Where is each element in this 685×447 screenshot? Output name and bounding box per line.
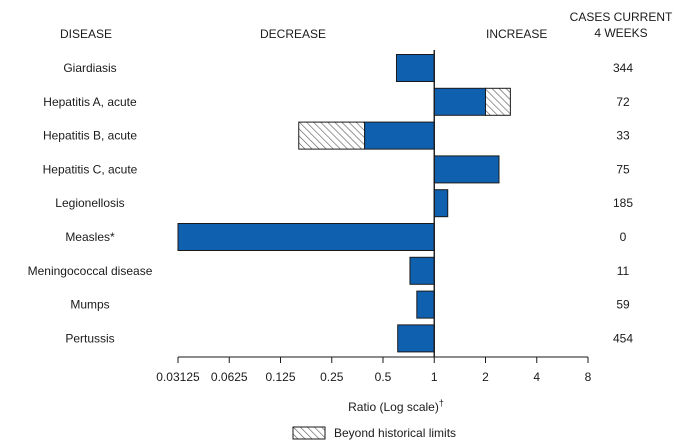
disease-labels: Giardiasis Hepatitis A, acute Hepatitis B,… — [28, 61, 153, 345]
bar-hepatitis-b-acute — [364, 121, 435, 150]
x-tick-label: 0.03125 — [156, 370, 200, 384]
bars-layer — [177, 54, 511, 353]
bar-hepatitis-c-acute — [433, 155, 500, 184]
cases-hepatitis-c-acute: 75 — [616, 162, 630, 176]
x-tick-label: 4 — [533, 370, 540, 384]
cases-header-line2: 4 WEEKS — [594, 26, 647, 40]
x-tick-label: 0.125 — [265, 370, 295, 384]
cases-hepatitis-a-acute: 72 — [616, 95, 630, 109]
cases-header-line1: CASES CURRENT — [570, 10, 673, 24]
bar-beyond-hepatitis-a-acute — [485, 87, 511, 116]
x-tick-label: 1 — [431, 370, 438, 384]
bar-pertussis — [397, 324, 435, 353]
x-tick-label: 0.25 — [320, 370, 344, 384]
x-tick-label: 8 — [585, 370, 592, 384]
cases-measles: 0 — [620, 230, 627, 244]
legend-beyond-label: Beyond historical limits — [334, 426, 456, 440]
x-tick-label: 0.5 — [375, 370, 392, 384]
bar-giardiasis — [395, 54, 435, 82]
x-axis-label-text: Ratio (Log scale) — [348, 400, 439, 414]
bar-beyond-hepatitis-b-acute — [298, 121, 366, 150]
disease-label-hepatitis-c-acute: Hepatitis C, acute — [43, 162, 138, 176]
disease-label-mumps: Mumps — [70, 298, 109, 312]
x-axis-label: Ratio (Log scale)† — [348, 398, 444, 414]
x-axis-label-dagger: † — [439, 398, 444, 408]
bar-measles — [177, 223, 435, 251]
disease-column-header: DISEASE — [60, 27, 112, 41]
disease-label-pertussis: Pertussis — [65, 331, 114, 345]
bar-mumps — [416, 290, 435, 319]
cases-giardiasis: 344 — [613, 61, 633, 75]
disease-label-hepatitis-b-acute: Hepatitis B, acute — [43, 129, 137, 143]
bar-hepatitis-a-acute — [433, 87, 486, 116]
disease-label-giardiasis: Giardiasis — [63, 61, 116, 75]
increase-header: INCREASE — [486, 27, 547, 41]
disease-label-meningococcal-disease: Meningococcal disease — [28, 264, 153, 278]
cases-mumps: 59 — [616, 298, 630, 312]
cases-pertussis: 454 — [613, 331, 633, 345]
x-tick-label: 2 — [482, 370, 489, 384]
cases-legionellosis: 185 — [613, 196, 633, 210]
x-axis: 0.03125 0.0625 0.125 0.25 0.5 1 2 4 8 — [156, 50, 592, 384]
disease-label-measles: Measles* — [65, 230, 115, 244]
cases-meningococcal-disease: 11 — [617, 264, 630, 278]
x-tick-label: 0.0625 — [211, 370, 248, 384]
cases-hepatitis-b-acute: 33 — [616, 129, 630, 143]
legend-hatch-swatch — [292, 426, 326, 440]
disease-label-legionellosis: Legionellosis — [55, 196, 124, 210]
disease-label-hepatitis-a-acute: Hepatitis A, acute — [43, 95, 137, 109]
bar-legionellosis — [433, 189, 449, 218]
case-counts: 344 72 33 75 185 0 11 59 454 — [613, 61, 633, 345]
bar-meningococcal-disease — [409, 256, 435, 285]
decrease-header: DECREASE — [260, 27, 326, 41]
